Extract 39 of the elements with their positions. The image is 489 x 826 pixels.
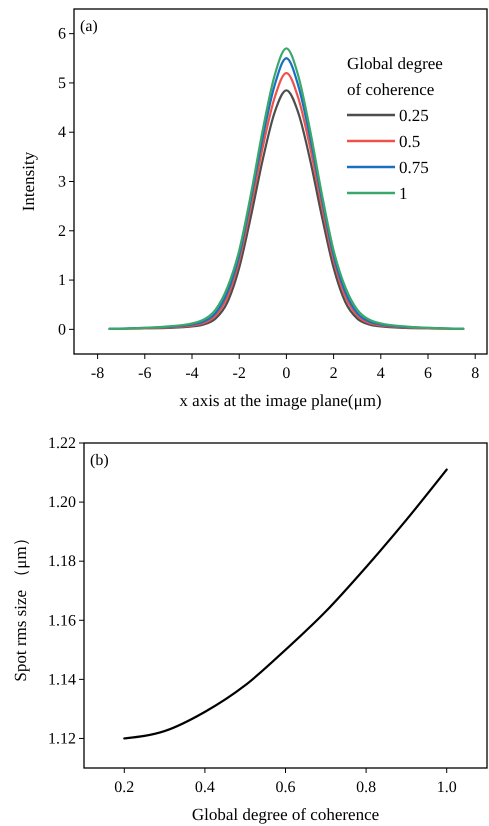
y-tick-label: 2 (58, 222, 66, 240)
y-axis-title: Spot rms size （μm） (11, 529, 30, 682)
y-axis-title: Intensity (19, 151, 38, 212)
x-axis-title: x axis at the image plane(μm) (179, 391, 382, 410)
x-tick-label: 2 (330, 365, 338, 382)
x-tick-label: 0.2 (114, 779, 134, 796)
legend-label: 0.5 (399, 132, 420, 151)
x-tick-label: 0.6 (276, 779, 296, 796)
y-tick-label: 3 (58, 174, 66, 190)
y-tick-label: 1.22 (48, 435, 76, 452)
y-tick-label: 1.16 (48, 612, 76, 630)
x-axis-title: Global degree of coherence (192, 805, 380, 824)
x-tick-label: -8 (90, 365, 104, 382)
x-tick-label: 0.8 (356, 779, 376, 796)
y-tick-label: 5 (58, 74, 66, 92)
x-tick-label: 0.4 (194, 779, 215, 796)
line-series (123, 468, 448, 740)
y-tick-label: 0 (58, 321, 66, 338)
annotation: (b) (90, 452, 109, 469)
y-tick-label: 1.12 (48, 730, 76, 748)
legend-label: 0.75 (399, 158, 429, 177)
x-tick-label: 1.0 (436, 779, 457, 796)
legend-label: 0.25 (399, 106, 429, 125)
y-tick-label: 1.14 (48, 671, 76, 688)
x-tick-label: -4 (185, 365, 199, 382)
x-tick-label: -6 (138, 365, 152, 382)
x-tick-label: 4 (376, 365, 385, 382)
x-tick-label: 8 (471, 365, 480, 382)
legend-label: 1 (399, 184, 408, 203)
x-tick-label: -2 (232, 365, 246, 382)
y-tick-label: 6 (58, 26, 66, 43)
y-tick-label: 1.20 (48, 494, 76, 512)
x-tick-label: 6 (424, 365, 432, 382)
y-tick-label: 1 (58, 272, 66, 290)
legend-title: Global degree of coherence (347, 54, 443, 99)
y-tick-label: 4 (58, 124, 66, 142)
x-tick-label: 0 (282, 365, 290, 382)
y-tick-label: 1.18 (48, 553, 76, 570)
annotation: (a) (80, 18, 98, 35)
